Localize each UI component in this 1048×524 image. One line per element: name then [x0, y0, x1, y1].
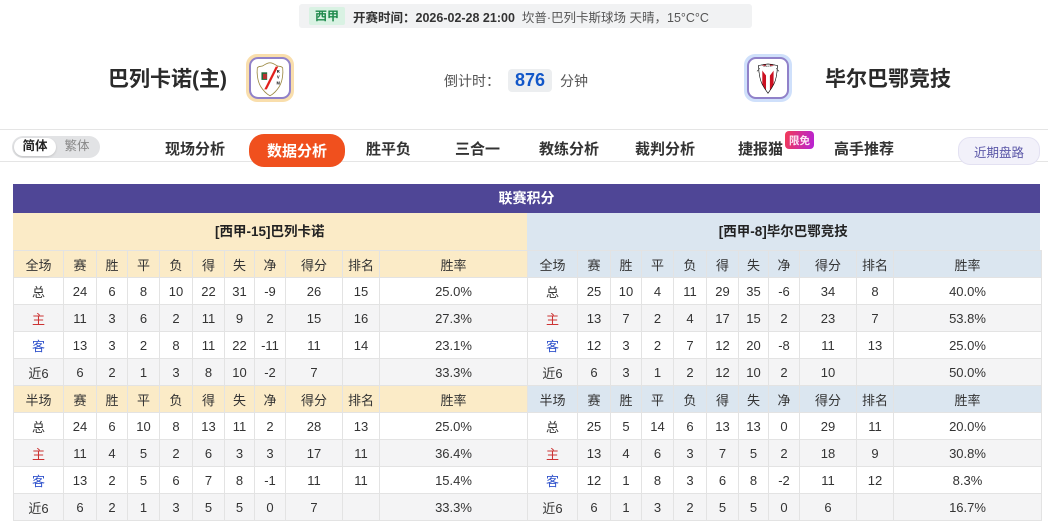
svg-text:M: M	[277, 80, 281, 85]
svg-text:R: R	[277, 69, 280, 74]
svg-text:V: V	[277, 75, 280, 80]
svg-text:ATHLETIC: ATHLETIC	[764, 65, 774, 68]
